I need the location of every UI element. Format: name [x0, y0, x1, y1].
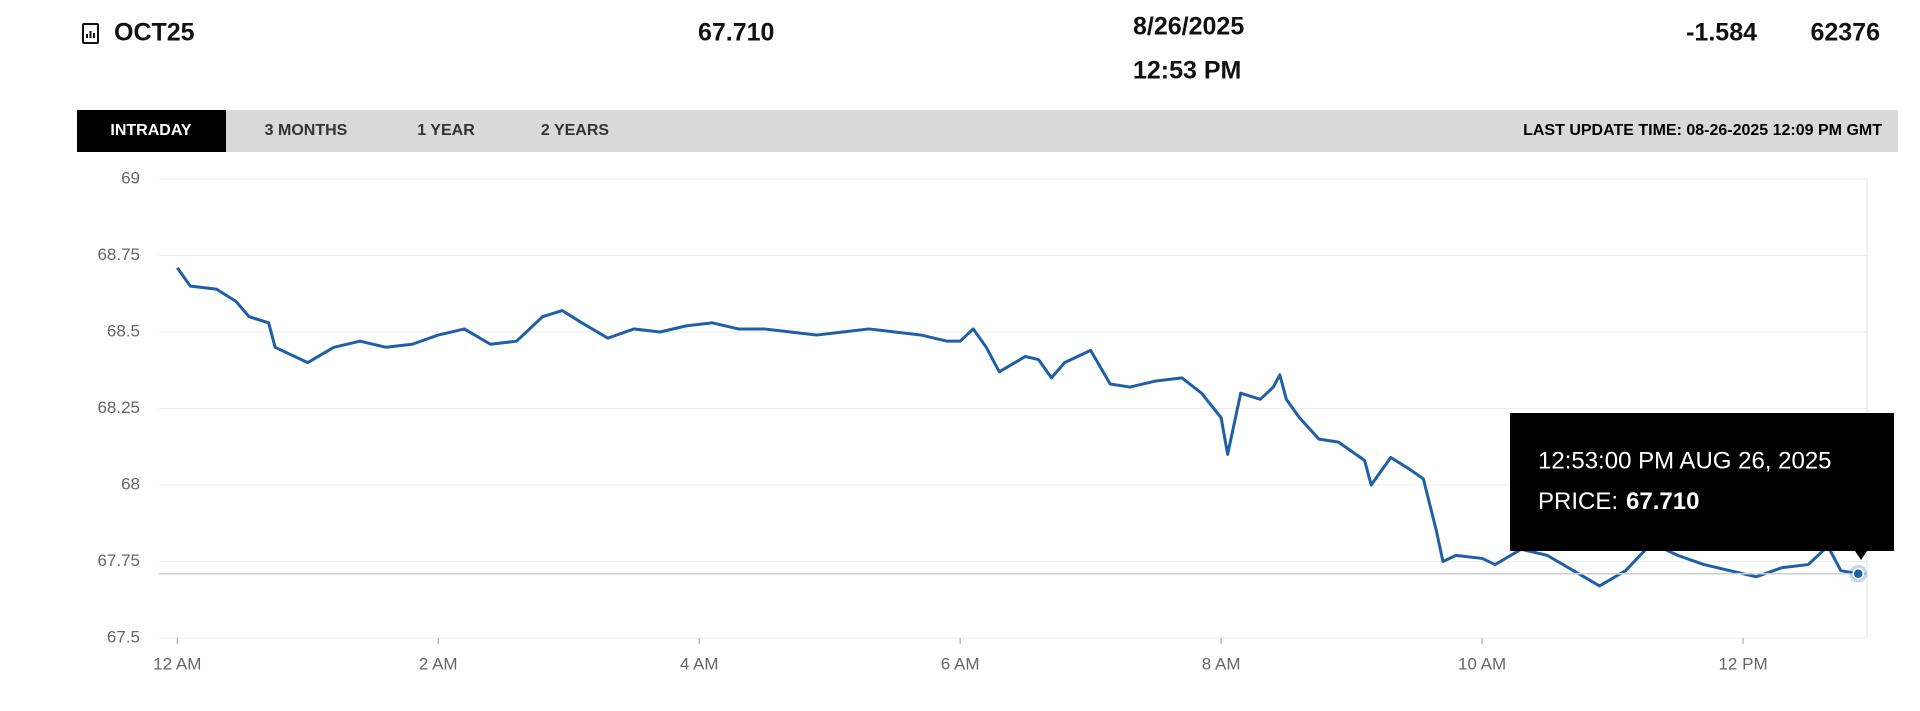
tab[interactable]: 3 MONTHS [265, 122, 348, 139]
tooltip-price: PRICE: 67.710 [1538, 488, 1699, 515]
active-tab-bg [77, 110, 226, 152]
y-tick-label: 68.25 [97, 398, 140, 417]
x-tick-label: 2 AM [419, 654, 458, 673]
tab[interactable]: INTRADAY [110, 122, 192, 139]
y-tick-label: 68.75 [97, 245, 140, 264]
symbol-icon [82, 23, 99, 44]
tooltip-price-value: 67.710 [1626, 488, 1699, 515]
y-tick-label: 68.5 [107, 321, 140, 340]
tooltip-box [1510, 413, 1894, 551]
last-update: LAST UPDATE TIME: 08-26-2025 12:09 PM GM… [1523, 122, 1882, 139]
hover-point-core [1852, 567, 1865, 580]
x-tick-label: 12 PM [1718, 654, 1767, 673]
y-tick-label: 67.5 [107, 627, 140, 646]
symbol: OCT25 [114, 19, 195, 47]
change: -1.584 [1686, 19, 1757, 47]
price: 67.710 [698, 19, 774, 47]
tooltip-time: 12:53:00 PM AUG 26, 2025 [1538, 447, 1832, 474]
x-tick-label: 6 AM [941, 654, 980, 673]
tab[interactable]: 2 YEARS [541, 122, 610, 139]
date: 8/26/2025 [1133, 13, 1244, 41]
tab[interactable]: 1 YEAR [417, 122, 475, 139]
volume: 62376 [1810, 19, 1880, 47]
tooltip-arrow [1855, 551, 1867, 560]
y-tick-label: 67.75 [97, 551, 140, 570]
x-tick-label: 4 AM [680, 654, 719, 673]
y-tick-label: 69 [121, 168, 140, 187]
x-tick-label: 8 AM [1202, 654, 1241, 673]
tab-bar [77, 110, 1898, 152]
time: 12:53 PM [1133, 57, 1241, 85]
tooltip-price-label: PRICE: [1538, 488, 1618, 515]
y-tick-label: 68 [121, 474, 140, 493]
x-tick-label: 10 AM [1458, 654, 1506, 673]
x-tick-label: 12 AM [153, 654, 201, 673]
